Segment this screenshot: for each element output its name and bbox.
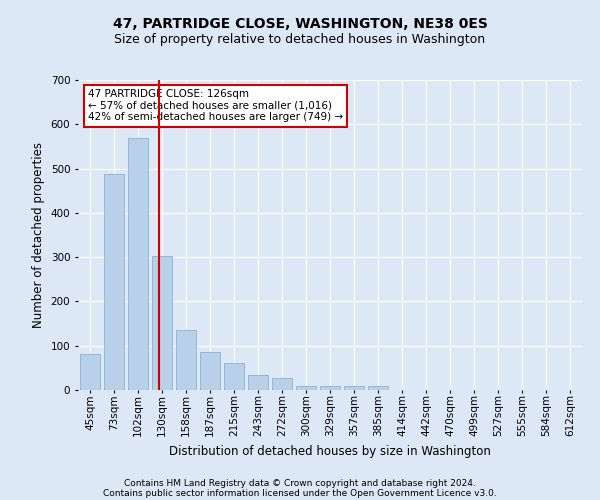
Bar <box>128 138 148 390</box>
Bar <box>104 174 124 390</box>
Bar <box>368 386 388 390</box>
Bar <box>224 362 244 390</box>
Bar <box>320 386 340 390</box>
X-axis label: Distribution of detached houses by size in Washington: Distribution of detached houses by size … <box>169 444 491 458</box>
Bar <box>272 378 292 390</box>
Bar <box>248 376 268 390</box>
Bar <box>152 256 172 390</box>
Bar <box>80 354 100 390</box>
Bar <box>200 352 220 390</box>
Text: 47, PARTRIDGE CLOSE, WASHINGTON, NE38 0ES: 47, PARTRIDGE CLOSE, WASHINGTON, NE38 0E… <box>113 18 487 32</box>
Text: Contains public sector information licensed under the Open Government Licence v3: Contains public sector information licen… <box>103 488 497 498</box>
Bar <box>344 386 364 390</box>
Text: Contains HM Land Registry data © Crown copyright and database right 2024.: Contains HM Land Registry data © Crown c… <box>124 478 476 488</box>
Text: Size of property relative to detached houses in Washington: Size of property relative to detached ho… <box>115 32 485 46</box>
Bar <box>176 330 196 390</box>
Bar <box>296 386 316 390</box>
Text: 47 PARTRIDGE CLOSE: 126sqm
← 57% of detached houses are smaller (1,016)
42% of s: 47 PARTRIDGE CLOSE: 126sqm ← 57% of deta… <box>88 90 343 122</box>
Y-axis label: Number of detached properties: Number of detached properties <box>32 142 45 328</box>
